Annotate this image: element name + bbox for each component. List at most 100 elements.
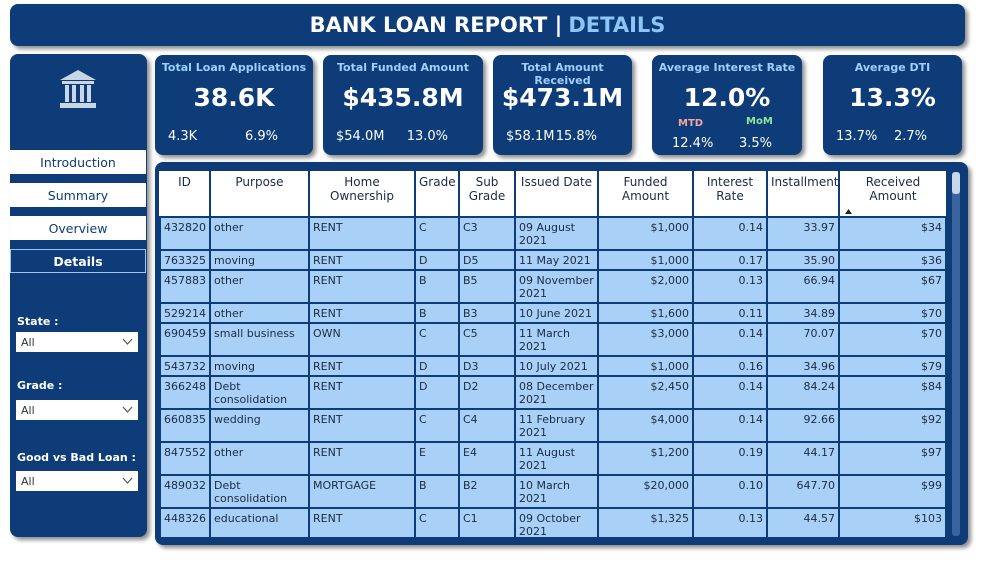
table-cell: $1,000	[597, 249, 694, 271]
table-cell: $36	[838, 249, 946, 271]
table-cell: $1,600	[597, 302, 694, 324]
table-wrapper: ID Purpose Home Ownership Grade Sub Grade Iss…	[159, 171, 946, 537]
table-cell: B	[414, 269, 460, 304]
table-cell: B2	[458, 474, 516, 509]
scroll-thumb[interactable]	[952, 172, 960, 194]
table-cell: 08 December 2021	[514, 375, 599, 410]
column-header-text: Installment	[771, 175, 839, 189]
header-row: ID Purpose Home Ownership Grade Sub Grade Iss…	[160, 171, 946, 217]
kpi-mom: 3.5%	[738, 136, 772, 151]
table-cell: 543732	[159, 355, 211, 377]
filter-dropdown[interactable]: All	[16, 400, 138, 420]
column-header[interactable]: Interest Rate	[693, 171, 768, 217]
table-cell: 0.13	[692, 269, 768, 304]
kpi-title: Total Funded Amount	[337, 61, 469, 74]
table-cell: 10 March 2021	[514, 474, 599, 509]
column-header[interactable]: Installment	[767, 171, 840, 217]
table-cell: D	[414, 355, 460, 377]
kpi-mtd-label: MTD	[678, 118, 704, 129]
filter-value: All	[21, 336, 35, 349]
table-cell: RENT	[308, 249, 416, 271]
table-cell: 33.97	[766, 216, 840, 251]
table-cell: other	[209, 302, 310, 324]
table-cell: 457883	[159, 269, 211, 304]
table-cell: $1,000	[597, 216, 694, 251]
table-cell: C	[414, 216, 460, 251]
table-row: 489032 Debt consolidation MORTGAGE B B2 10 Ma…	[159, 474, 946, 509]
kpi-card: Total Loan Applications 38.6K 4.3K 6.9%	[155, 55, 313, 155]
column-header[interactable]: Grade	[415, 171, 460, 217]
kpi-mtd: $54.0M	[336, 129, 385, 144]
kpi-title: Total Loan Applications	[161, 61, 307, 74]
table-row: 763325 moving RENT D D5 11 May 2021 $1,000 0.17…	[159, 249, 946, 271]
sort-arrow	[845, 209, 852, 214]
column-header[interactable]: Sub Grade	[459, 171, 516, 217]
table-cell: E4	[458, 441, 516, 476]
kpi-value: $435.8M	[342, 83, 464, 112]
kpi-value: $473.1M	[501, 83, 624, 112]
column-header[interactable]: Purpose	[210, 171, 310, 217]
kpi-mom: 13.0%	[406, 129, 448, 144]
table-cell: educational	[209, 507, 310, 537]
nav-button[interactable]: Introduction	[10, 150, 146, 174]
table-row: 690459 small business OWN C C5 11 March 2021 $…	[159, 322, 946, 357]
column-header[interactable]: ID	[160, 171, 211, 217]
table-cell: B	[414, 302, 460, 324]
table-cell: $67	[838, 269, 946, 304]
kpi-card: Total Amount Received $473.1M $58.1M 15.8%	[493, 55, 632, 155]
nav-button[interactable]: Summary	[10, 183, 146, 207]
table-cell: 847552	[159, 441, 211, 476]
table-cell: C5	[458, 322, 516, 357]
nav-button[interactable]: Details	[10, 249, 146, 273]
table-cell: RENT	[308, 375, 416, 410]
table-cell: 0.16	[692, 355, 768, 377]
table-cell: 09 November 2021	[514, 269, 599, 304]
table-cell: C	[414, 408, 460, 443]
title-bar: BANK LOAN REPORT | DETAILS	[10, 4, 965, 46]
filter-dropdown[interactable]: All	[16, 332, 138, 352]
column-header-text: Interest Rate	[706, 175, 754, 203]
nav-button[interactable]: Overview	[10, 216, 146, 240]
table-cell: 0.11	[692, 302, 768, 324]
table-cell: 0.14	[692, 375, 768, 410]
table-cell: D5	[458, 249, 516, 271]
table-cell: $2,450	[597, 375, 694, 410]
column-header[interactable]: Issued Date	[515, 171, 599, 217]
table-cell: 92.66	[766, 408, 840, 443]
table-cell: 647.70	[766, 474, 840, 509]
table-cell: Debt consolidation	[209, 375, 310, 410]
filter-value: All	[21, 404, 35, 417]
filter-dropdown[interactable]: All	[16, 471, 138, 491]
table-cell: C	[414, 322, 460, 357]
table-cell: 70.07	[766, 322, 840, 357]
table-cell: 448326	[159, 507, 211, 537]
table-cell: 0.17	[692, 249, 768, 271]
column-header[interactable]: Funded Amount	[598, 171, 694, 217]
table-cell: 529214	[159, 302, 211, 324]
table-cell: RENT	[308, 355, 416, 377]
table-cell: 10 July 2021	[514, 355, 599, 377]
table-cell: 11 March 2021	[514, 322, 599, 357]
table-cell: D	[414, 249, 460, 271]
kpi-mtd: 12.4%	[672, 136, 714, 151]
table-row: 847552 other RENT E E4 11 August 2021 $1,200 0.…	[159, 441, 946, 476]
table-cell: other	[209, 441, 310, 476]
table-cell: moving	[209, 249, 310, 271]
table-cell: $99	[838, 474, 946, 509]
filter-value: All	[21, 475, 35, 488]
table-cell: 0.14	[692, 408, 768, 443]
column-header[interactable]: Home Ownership	[309, 171, 416, 217]
table-cell: 11 August 2021	[514, 441, 599, 476]
column-header-text: Home Ownership	[330, 175, 394, 203]
table-cell: other	[209, 216, 310, 251]
table-cell: C	[414, 507, 460, 537]
column-header-text: Grade	[419, 175, 456, 189]
table-cell: 0.10	[692, 474, 768, 509]
scrollbar	[952, 172, 960, 536]
table-cell: 34.89	[766, 302, 840, 324]
table-cell: $97	[838, 441, 946, 476]
data-table: ID Purpose Home Ownership Grade Sub Grade Iss…	[159, 171, 946, 537]
table-cell: 84.24	[766, 375, 840, 410]
column-header[interactable]: Received Amount	[839, 171, 946, 217]
